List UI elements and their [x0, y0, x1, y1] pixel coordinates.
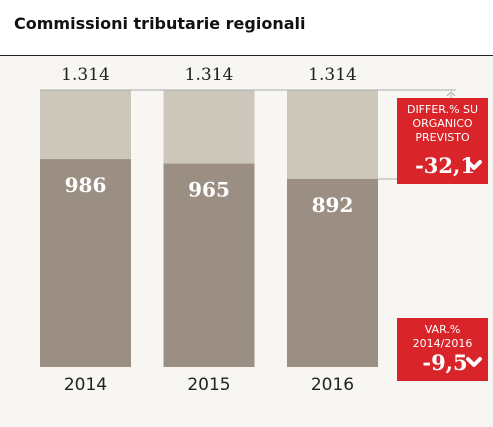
- annotation-label: PREVISTO: [415, 131, 470, 144]
- x-tick-label: 2016: [311, 375, 354, 395]
- down-chevron: [466, 160, 482, 170]
- value-label: 1.314: [308, 65, 357, 85]
- annotation-box: [397, 318, 488, 381]
- value-label: 892: [312, 193, 354, 217]
- annotation-label: VAR.%: [425, 323, 461, 336]
- value-label: 1.314: [185, 65, 234, 85]
- annotation-label: DIFFER.% SU: [407, 103, 478, 116]
- arrow-head: [446, 91, 456, 97]
- annotation-label: ORGANICO: [412, 117, 473, 130]
- annotation-value: -32,1: [415, 153, 475, 178]
- annotation-value: -9,5: [422, 350, 467, 375]
- value-label: 965: [188, 178, 230, 202]
- value-label: 1.314: [61, 65, 110, 85]
- value-label: 986: [65, 173, 107, 197]
- annotation-label: 2014/2016: [413, 337, 473, 350]
- bar: [163, 163, 255, 367]
- bar: [287, 178, 378, 367]
- down-chevron: [466, 357, 482, 367]
- x-tick-label: 2014: [64, 375, 107, 395]
- x-tick-label: 2015: [187, 375, 230, 395]
- chart-title: Commissioni tributarie regionali: [14, 14, 305, 33]
- bar: [40, 159, 131, 367]
- annotation-box: [397, 98, 488, 184]
